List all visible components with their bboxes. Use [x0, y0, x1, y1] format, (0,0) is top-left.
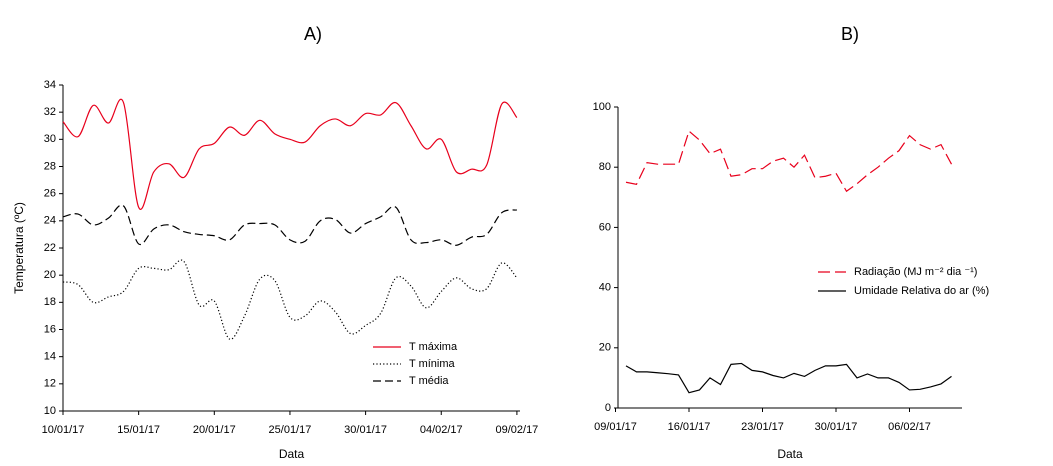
x-tick-label: 30/01/17: [815, 421, 858, 433]
series-line: [62, 259, 518, 340]
y-tick-label: 14: [44, 351, 56, 363]
y-tick-label: 24: [44, 215, 56, 227]
series-line: [625, 130, 953, 193]
x-tick-label: 09/01/17: [594, 421, 637, 433]
x-axis-label: Data: [777, 447, 803, 461]
chart-title: A): [304, 24, 322, 44]
x-tick-label: 20/01/17: [193, 424, 236, 436]
y-tick-label: 80: [599, 161, 611, 173]
y-tick-label: 12: [44, 378, 56, 390]
x-tick-label: 06/02/17: [888, 421, 931, 433]
x-tick-label: 15/01/17: [117, 424, 160, 436]
y-tick-label: 32: [44, 106, 56, 118]
y-tick-label: 16: [44, 323, 56, 335]
y-tick-label: 18: [44, 296, 56, 308]
y-tick-label: 30: [44, 133, 56, 145]
y-axis-label: Temperatura (ºC): [12, 202, 26, 294]
x-tick-label: 09/02/17: [495, 424, 538, 436]
x-tick-label: 10/01/17: [42, 424, 85, 436]
y-tick-label: 0: [605, 402, 611, 414]
y-tick-label: 60: [599, 221, 611, 233]
y-tick-label: 20: [44, 269, 56, 281]
y-tick-label: 40: [599, 282, 611, 294]
x-tick-label: 16/01/17: [668, 421, 711, 433]
x-tick-label: 30/01/17: [344, 424, 387, 436]
x-axis-label: Data: [279, 447, 305, 461]
legend-label: Umidade Relativa do ar (%): [854, 285, 989, 297]
y-tick-label: 10: [44, 405, 56, 417]
series-line: [62, 204, 518, 246]
x-tick-label: 25/01/17: [269, 424, 312, 436]
legend-label: T máxima: [409, 341, 458, 353]
y-tick-label: 26: [44, 188, 56, 200]
legend-label: T média: [409, 375, 449, 387]
y-tick-label: 100: [593, 101, 611, 113]
y-tick-label: 34: [44, 79, 56, 91]
chart-title: B): [841, 24, 859, 44]
legend-label: T mínima: [409, 358, 456, 370]
y-tick-label: 28: [44, 160, 56, 172]
x-tick-label: 23/01/17: [741, 421, 784, 433]
x-tick-label: 04/02/17: [420, 424, 463, 436]
series-line: [62, 98, 518, 210]
series-line: [625, 362, 952, 394]
legend-label: Radiação (MJ m⁻² dia ⁻¹): [854, 266, 977, 278]
y-tick-label: 22: [44, 242, 56, 254]
y-tick-label: 20: [599, 342, 611, 354]
